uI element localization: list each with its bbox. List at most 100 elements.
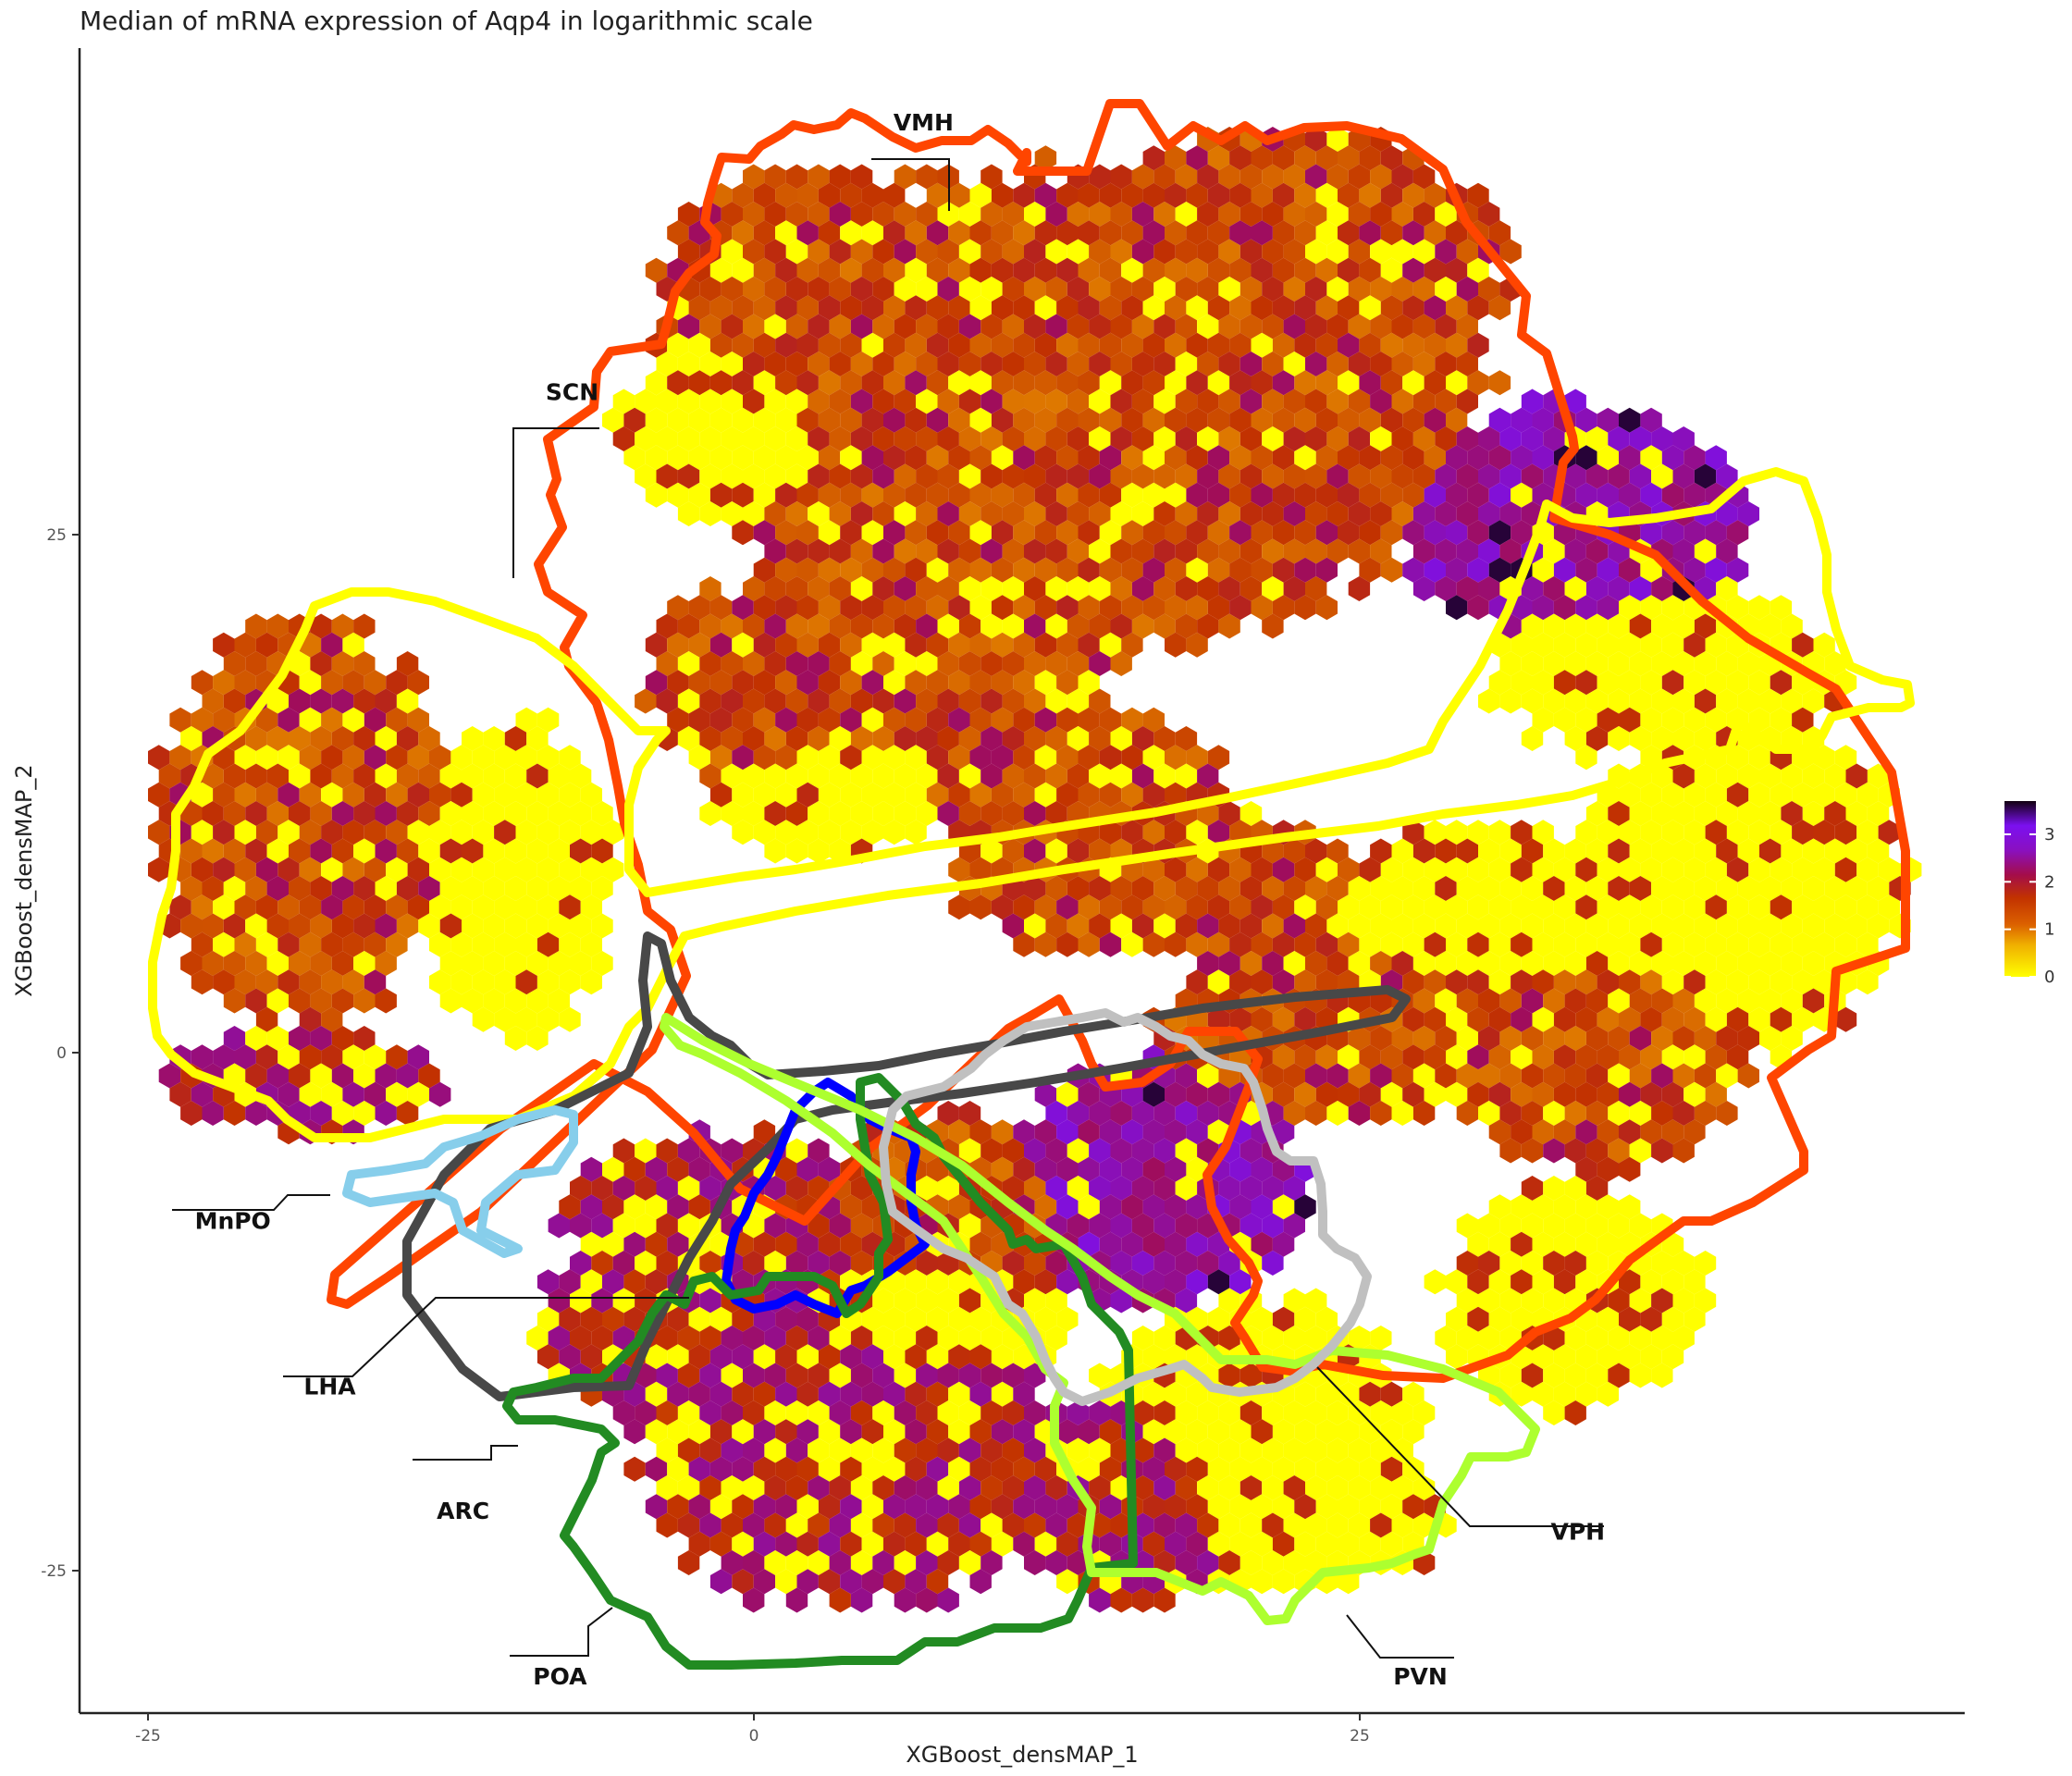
hex-cell	[1619, 969, 1641, 995]
hex-cell	[429, 782, 451, 808]
hex-cell	[764, 576, 786, 601]
hex-cell	[1640, 557, 1662, 583]
hex-cell	[1034, 1269, 1057, 1295]
hex-cell	[1294, 370, 1316, 396]
hex-cell	[1748, 857, 1770, 882]
hex-cell	[1153, 1176, 1176, 1201]
hex-cell	[937, 651, 959, 676]
hex-cell	[894, 1475, 917, 1500]
hex-cell	[1294, 595, 1316, 621]
hex-cell	[1402, 557, 1424, 583]
hex-cell	[1240, 426, 1263, 451]
hex-cell	[386, 820, 408, 845]
hex-cell	[1726, 931, 1749, 957]
hex-cell	[732, 332, 754, 358]
hex-cell	[937, 1363, 959, 1388]
hex-cell	[1186, 969, 1208, 995]
hex-cell	[1597, 820, 1619, 845]
hex-cell	[840, 1419, 862, 1445]
hex-cell	[1585, 801, 1609, 826]
hex-cell	[1197, 1550, 1219, 1575]
hex-cell	[969, 1569, 992, 1595]
hex-cell	[1165, 1531, 1187, 1557]
hex-cell	[645, 1269, 668, 1295]
hex-cell	[948, 1269, 970, 1295]
hex-cell	[1110, 1475, 1132, 1500]
hex-cell	[1608, 913, 1630, 939]
hex-cell	[1186, 1081, 1208, 1107]
hex-cell	[1013, 407, 1035, 433]
hex-cell	[1240, 501, 1263, 526]
hex-cell	[1597, 557, 1619, 583]
hex-cell	[1338, 370, 1360, 396]
hex-cell	[1456, 426, 1478, 451]
region-label-vmh: VMH	[894, 109, 954, 136]
hex-cell	[526, 801, 549, 826]
hex-cell	[1024, 1138, 1046, 1164]
hex-cell	[1629, 988, 1652, 1014]
hex-cell	[1629, 726, 1652, 751]
hex-cell	[1056, 407, 1079, 433]
hex-cell	[1078, 782, 1100, 808]
hex-cell	[1338, 1494, 1360, 1520]
hex-cell	[364, 820, 387, 845]
hex-cell	[1511, 857, 1533, 882]
hex-cell	[1045, 501, 1067, 526]
hex-cell	[753, 1419, 776, 1445]
hex-cell	[1002, 688, 1024, 714]
hex-cell	[905, 1344, 927, 1370]
hex-cell	[418, 763, 440, 789]
hex-cell	[1456, 876, 1478, 901]
hex-cell	[1034, 520, 1057, 546]
hex-cell	[775, 1381, 797, 1407]
hex-cell	[1348, 501, 1371, 526]
hex-cell	[850, 763, 873, 789]
hex-cell	[1553, 931, 1576, 957]
hex-cell	[1165, 145, 1187, 171]
hex-cell	[635, 1288, 657, 1314]
hex-cell	[850, 538, 873, 564]
hex-cell	[1240, 876, 1263, 901]
hex-cell	[1283, 388, 1305, 414]
hex-cell	[764, 538, 786, 564]
hex-cell	[1207, 595, 1230, 621]
hex-cell	[1370, 1475, 1392, 1500]
hex-cell	[1078, 745, 1100, 771]
hex-cell	[937, 388, 959, 414]
hex-cell	[429, 857, 451, 882]
hex-cell	[1078, 332, 1100, 358]
hex-cell	[743, 463, 765, 489]
hex-cell	[1575, 1269, 1597, 1295]
hex-cell	[580, 1344, 602, 1370]
hex-cell	[958, 1363, 981, 1388]
hex-cell	[732, 707, 754, 733]
hex-cell	[1585, 1063, 1609, 1089]
hex-cell	[1619, 1269, 1641, 1295]
hex-cell	[785, 352, 808, 376]
hex-cell	[958, 1475, 981, 1500]
hex-cell	[1575, 1231, 1597, 1257]
hex-cell	[364, 931, 387, 957]
hex-cell	[1067, 651, 1090, 676]
hex-cell	[1629, 651, 1652, 676]
hex-cell	[1013, 670, 1035, 696]
hex-cell	[667, 220, 689, 246]
hex-cell	[1131, 501, 1154, 526]
hex-cell	[504, 988, 527, 1014]
hex-cell	[1024, 688, 1046, 714]
hex-cell	[808, 763, 830, 789]
hex-cell	[1186, 1269, 1208, 1295]
hex-cell	[1110, 876, 1132, 901]
hex-cell	[1370, 1063, 1392, 1089]
hex-cell	[1034, 1156, 1057, 1182]
hex-cell	[1651, 838, 1673, 864]
hex-cell	[1315, 1306, 1338, 1332]
hex-cell	[1240, 1138, 1263, 1164]
hex-cell	[883, 670, 906, 696]
hex-cell	[709, 1569, 733, 1595]
hex-cell	[1391, 501, 1413, 526]
hex-cell	[1283, 913, 1305, 939]
hex-cell	[1802, 688, 1825, 714]
hex-cell	[764, 1475, 786, 1500]
hex-cell	[699, 352, 722, 376]
